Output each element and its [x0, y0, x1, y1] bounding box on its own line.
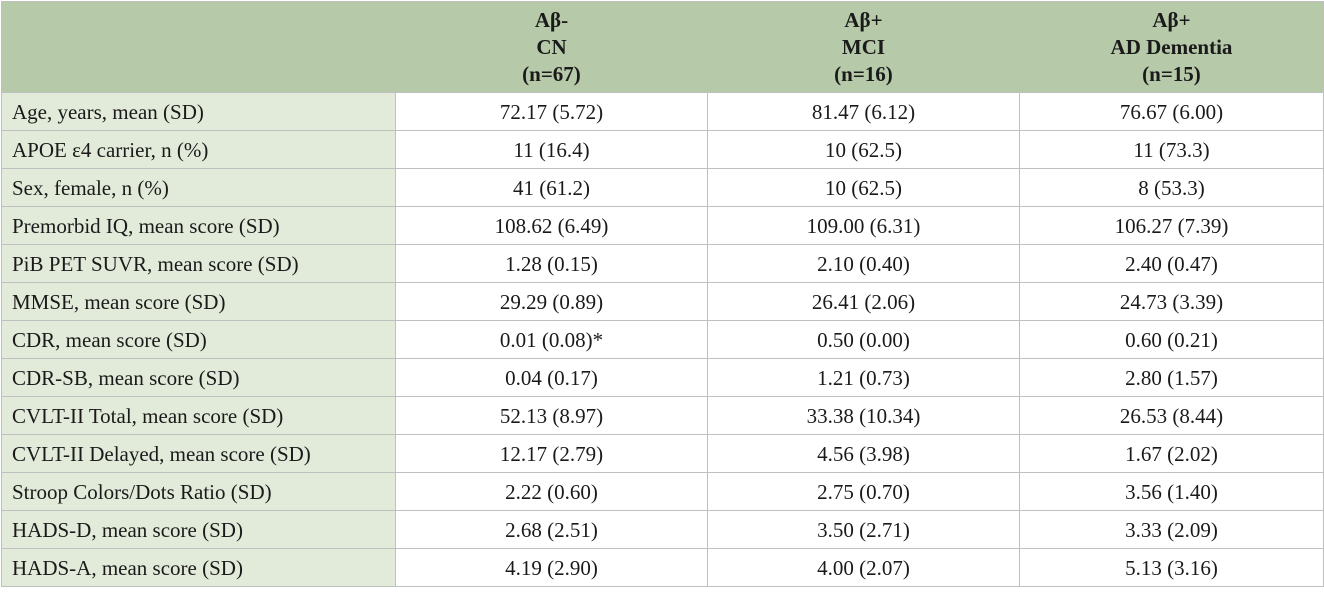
- value-cn: 11 (16.4): [395, 130, 708, 169]
- value-mci: 26.41 (2.06): [707, 282, 1020, 321]
- column-header-line1: Aβ-: [534, 7, 569, 32]
- value-ad-dementia: 2.40 (0.47): [1019, 244, 1324, 283]
- column-header-mci: Aβ+ MCI (n=16): [707, 1, 1020, 93]
- column-header-line1: Aβ+: [844, 7, 883, 32]
- value-mci: 4.00 (2.07): [707, 548, 1020, 587]
- value-cn: 2.68 (2.51): [395, 510, 708, 549]
- table-body: Age, years, mean (SD) 72.17 (5.72) 81.47 (…: [1, 92, 1324, 587]
- table-row: APOE ε4 carrier, n (%) 11 (16.4) 10 (62.5)…: [1, 130, 1324, 169]
- value-ad-dementia: 3.33 (2.09): [1019, 510, 1324, 549]
- column-header-line2: CN: [536, 34, 567, 59]
- value-ad-dementia: 106.27 (7.39): [1019, 206, 1324, 245]
- table-row: Sex, female, n (%) 41 (61.2) 10 (62.5) 8 (5…: [1, 168, 1324, 207]
- value-mci: 33.38 (10.34): [707, 396, 1020, 435]
- table-row: CDR-SB, mean score (SD) 0.04 (0.17) 1.21 (…: [1, 358, 1324, 397]
- value-cn: 12.17 (2.79): [395, 434, 708, 473]
- value-mci: 10 (62.5): [707, 168, 1020, 207]
- row-label: MMSE, mean score (SD): [1, 282, 396, 321]
- row-label: CDR-SB, mean score (SD): [1, 358, 396, 397]
- row-label: APOE ε4 carrier, n (%): [1, 130, 396, 169]
- table-row: CDR, mean score (SD) 0.01 (0.08)* 0.50 (0.…: [1, 320, 1324, 359]
- value-cn: 1.28 (0.15): [395, 244, 708, 283]
- value-mci: 3.50 (2.71): [707, 510, 1020, 549]
- table-row: Age, years, mean (SD) 72.17 (5.72) 81.47 (…: [1, 92, 1324, 131]
- row-label: PiB PET SUVR, mean score (SD): [1, 244, 396, 283]
- column-header-line3: (n=67): [522, 61, 581, 86]
- table-row: CVLT-II Total, mean score (SD) 52.13 (8.9…: [1, 396, 1324, 435]
- value-ad-dementia: 0.60 (0.21): [1019, 320, 1324, 359]
- value-ad-dementia: 5.13 (3.16): [1019, 548, 1324, 587]
- table-header: Aβ- CN (n=67) Aβ+ MCI (n=16) Aβ+ AD Deme…: [1, 1, 1324, 93]
- value-mci: 109.00 (6.31): [707, 206, 1020, 245]
- column-header-line2: MCI: [841, 34, 886, 59]
- column-header-line1: Aβ+: [1152, 7, 1191, 32]
- row-label: CVLT-II Total, mean score (SD): [1, 396, 396, 435]
- value-ad-dementia: 11 (73.3): [1019, 130, 1324, 169]
- value-mci: 2.75 (0.70): [707, 472, 1020, 511]
- table-row: MMSE, mean score (SD) 29.29 (0.89) 26.41 (…: [1, 282, 1324, 321]
- demographics-table: Aβ- CN (n=67) Aβ+ MCI (n=16) Aβ+ AD Deme…: [1, 1, 1324, 587]
- table-row: PiB PET SUVR, mean score (SD) 1.28 (0.15)…: [1, 244, 1324, 283]
- row-label: HADS-A, mean score (SD): [1, 548, 396, 587]
- table-row: Stroop Colors/Dots Ratio (SD) 2.22 (0.60)…: [1, 472, 1324, 511]
- row-label: HADS-D, mean score (SD): [1, 510, 396, 549]
- table-row: Premorbid IQ, mean score (SD) 108.62 (6.4…: [1, 206, 1324, 245]
- row-header-cell: [1, 1, 396, 93]
- value-mci: 0.50 (0.00): [707, 320, 1020, 359]
- row-label: Sex, female, n (%): [1, 168, 396, 207]
- value-ad-dementia: 3.56 (1.40): [1019, 472, 1324, 511]
- value-ad-dementia: 76.67 (6.00): [1019, 92, 1324, 131]
- column-header-ad-dementia: Aβ+ AD Dementia (n=15): [1019, 1, 1324, 93]
- column-header-line3: (n=16): [834, 61, 893, 86]
- value-ad-dementia: 24.73 (3.39): [1019, 282, 1324, 321]
- value-cn: 52.13 (8.97): [395, 396, 708, 435]
- table-row: CVLT-II Delayed, mean score (SD) 12.17 (2…: [1, 434, 1324, 473]
- value-cn: 108.62 (6.49): [395, 206, 708, 245]
- value-cn: 0.01 (0.08)*: [395, 320, 708, 359]
- value-cn: 0.04 (0.17): [395, 358, 708, 397]
- row-label: CDR, mean score (SD): [1, 320, 396, 359]
- column-header-line2: AD Dementia: [1110, 34, 1233, 59]
- column-header-line3: (n=15): [1142, 61, 1201, 86]
- value-ad-dementia: 2.80 (1.57): [1019, 358, 1324, 397]
- value-cn: 41 (61.2): [395, 168, 708, 207]
- table-row: HADS-A, mean score (SD) 4.19 (2.90) 4.00 (…: [1, 548, 1324, 587]
- value-cn: 4.19 (2.90): [395, 548, 708, 587]
- row-label: CVLT-II Delayed, mean score (SD): [1, 434, 396, 473]
- value-cn: 29.29 (0.89): [395, 282, 708, 321]
- value-mci: 10 (62.5): [707, 130, 1020, 169]
- value-ad-dementia: 8 (53.3): [1019, 168, 1324, 207]
- value-cn: 72.17 (5.72): [395, 92, 708, 131]
- table-row: HADS-D, mean score (SD) 2.68 (2.51) 3.50 (…: [1, 510, 1324, 549]
- value-mci: 81.47 (6.12): [707, 92, 1020, 131]
- value-ad-dementia: 26.53 (8.44): [1019, 396, 1324, 435]
- value-mci: 4.56 (3.98): [707, 434, 1020, 473]
- value-mci: 2.10 (0.40): [707, 244, 1020, 283]
- row-label: Premorbid IQ, mean score (SD): [1, 206, 396, 245]
- value-cn: 2.22 (0.60): [395, 472, 708, 511]
- row-label: Age, years, mean (SD): [1, 92, 396, 131]
- row-label: Stroop Colors/Dots Ratio (SD): [1, 472, 396, 511]
- value-ad-dementia: 1.67 (2.02): [1019, 434, 1324, 473]
- header-row: Aβ- CN (n=67) Aβ+ MCI (n=16) Aβ+ AD Deme…: [1, 1, 1324, 93]
- value-mci: 1.21 (0.73): [707, 358, 1020, 397]
- column-header-cn: Aβ- CN (n=67): [395, 1, 708, 93]
